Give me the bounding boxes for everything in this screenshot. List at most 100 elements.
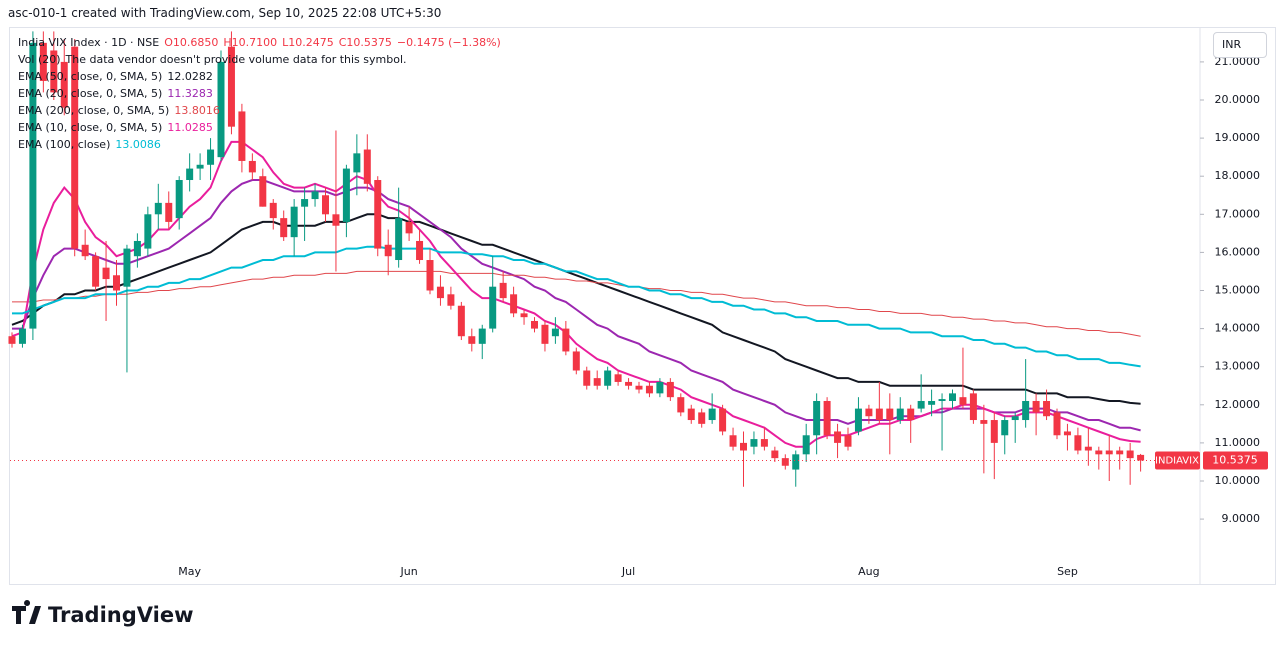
candle-body xyxy=(520,313,528,318)
candle-body xyxy=(666,381,674,398)
candle-body xyxy=(1022,400,1030,421)
y-tick-label: 12.0000 xyxy=(1215,398,1261,411)
y-tick-label: 18.0000 xyxy=(1215,169,1261,182)
candle-body xyxy=(969,393,977,421)
candle-body xyxy=(1001,420,1009,436)
price-tag-bg xyxy=(1155,451,1200,470)
candle-body xyxy=(677,397,685,413)
legend-row: EMA (20, close, 0, SMA, 5) 11.3283 xyxy=(18,85,506,102)
candle-body xyxy=(531,320,538,329)
candle-body xyxy=(875,408,883,421)
candle-body xyxy=(144,214,152,249)
candle-body xyxy=(353,153,361,173)
volume-label: Vol (20) xyxy=(18,53,61,66)
candle-body xyxy=(384,244,392,257)
candle-body xyxy=(227,46,235,127)
candle-body xyxy=(81,244,89,257)
candle-body xyxy=(834,431,842,443)
x-tick-label: Jun xyxy=(400,565,418,578)
candle-body xyxy=(740,442,747,451)
candle-body xyxy=(92,256,100,287)
last-price: 10.5375 xyxy=(1212,454,1258,467)
y-tick-label: 20.0000 xyxy=(1215,93,1261,106)
candle-body xyxy=(1063,431,1071,436)
candle-body xyxy=(959,397,967,405)
candle-body xyxy=(238,111,246,161)
ohlc-label: H10.7100 xyxy=(223,36,278,49)
frame xyxy=(9,27,1276,585)
candle-body xyxy=(113,275,120,291)
candle-body xyxy=(332,214,340,226)
ohlc-label: −0.1475 (−1.38%) xyxy=(396,36,501,49)
candle-body xyxy=(405,221,413,234)
candle-body xyxy=(154,202,162,215)
candle-body xyxy=(1126,450,1134,459)
candle-body xyxy=(771,450,779,459)
candle-body xyxy=(1074,435,1082,451)
ohlc-label: O10.6850 xyxy=(164,36,219,49)
candle-body xyxy=(854,408,862,432)
candle-body xyxy=(1084,446,1092,451)
candle-body xyxy=(186,168,194,181)
candle-body xyxy=(123,248,131,287)
candle-body xyxy=(990,420,998,443)
y-tick-label: 9.0000 xyxy=(1222,512,1261,525)
legend-value: 13.8016 xyxy=(174,104,220,117)
brand: TradingView xyxy=(48,603,194,627)
candle-body xyxy=(374,180,382,249)
candle-body xyxy=(60,61,68,108)
candle-body xyxy=(8,336,16,344)
candle-body xyxy=(980,420,988,424)
candle-body xyxy=(457,305,465,337)
candle-body xyxy=(635,385,643,390)
candle-body xyxy=(1032,400,1040,413)
currency-button[interactable]: INR xyxy=(1213,32,1267,58)
candle-body xyxy=(50,50,58,93)
y-tick-label: 15.0000 xyxy=(1215,283,1261,296)
candle-body xyxy=(656,381,664,394)
candle-body xyxy=(604,370,612,386)
candle-body xyxy=(1105,450,1113,455)
candle-body xyxy=(896,408,904,421)
candle-body xyxy=(917,400,925,409)
candle-body xyxy=(865,408,873,417)
ema-line xyxy=(12,245,1141,368)
legend-row: Vol (20) The data vendor doesn't provide … xyxy=(18,51,506,68)
ohlc-label: C10.5375 xyxy=(338,36,392,49)
legend-value: 13.0086 xyxy=(115,138,161,151)
candle-body xyxy=(499,282,507,299)
candle-body xyxy=(301,199,309,207)
ema-line xyxy=(11,213,1141,405)
candle-body xyxy=(39,42,47,81)
candle-body xyxy=(949,393,956,401)
candle-body xyxy=(510,294,518,314)
candle-body xyxy=(823,400,831,436)
candle-body xyxy=(395,218,403,261)
candle-body xyxy=(593,378,601,386)
candle-body xyxy=(489,286,497,329)
candle-body xyxy=(802,435,810,455)
legend: India VIX Index · 1D · NSE O10.6850 H10.71… xyxy=(18,34,506,153)
x-tick-label: May xyxy=(178,565,201,578)
x-tick-label: Jul xyxy=(621,565,635,578)
candle-body xyxy=(133,240,141,257)
candle-body xyxy=(562,328,570,352)
candle-body xyxy=(708,408,716,421)
candle-body xyxy=(729,435,737,447)
candle-body xyxy=(760,439,768,447)
candle-body xyxy=(436,286,444,299)
candle-body xyxy=(938,399,946,401)
y-tick-label: 21.0000 xyxy=(1215,55,1261,68)
x-tick-label: Sep xyxy=(1057,565,1078,578)
x-tick-label: Aug xyxy=(858,565,879,578)
candle-body xyxy=(1043,400,1051,417)
price-tag: INDIAVIX xyxy=(1155,456,1199,467)
candle-body xyxy=(290,206,298,238)
candle-body xyxy=(541,324,549,344)
y-tick-label: 16.0000 xyxy=(1215,245,1261,258)
legend-value: 11.0285 xyxy=(167,121,213,134)
candle-body xyxy=(71,46,79,249)
ema-line xyxy=(12,270,1141,337)
